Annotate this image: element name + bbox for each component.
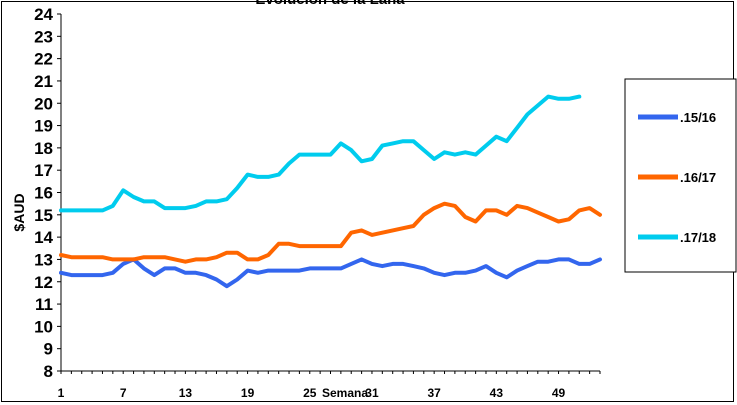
x-tick-label: 19 [241,386,255,400]
y-tick-label: 19 [34,117,53,136]
y-tick-label: 8 [44,362,53,381]
y-tick-label: 11 [35,295,53,314]
x-tick-label: 13 [179,386,193,400]
y-tick-label: 21 [34,72,53,91]
series-line-2 [59,201,602,264]
y-tick-label: 24 [34,5,53,24]
y-tick-label: 17 [34,161,53,180]
y-tick-label: 22 [34,50,53,69]
y-tick-label: 14 [34,228,53,247]
x-tick-label: 37 [427,386,441,400]
x-tick-label: 7 [120,386,127,400]
y-tick-label: 13 [34,250,53,269]
legend-label: .15/16 [680,110,716,125]
y-tick-label: 15 [34,206,53,225]
y-tick-label: 20 [34,94,53,113]
x-tick-label: 43 [490,386,504,400]
x-tick-label: 49 [552,386,566,400]
y-tick-label: 18 [34,139,53,158]
x-axis-title: Semana [322,386,368,400]
y-tick-label: 23 [34,27,53,46]
y-tick-label: 16 [34,184,53,203]
x-tick-label: 25 [303,386,317,400]
chart-title: Evolución de la Lana [255,0,405,8]
y-tick-label: 9 [44,340,53,359]
y-axis-title: $AUD [11,193,27,231]
y-tick-label: 12 [34,273,53,292]
legend-label: .16/17 [680,170,716,185]
x-tick-label: 31 [365,386,379,400]
series-line-3 [59,94,582,213]
x-tick-label: 1 [58,386,65,400]
legend-label: .17/18 [680,230,716,245]
y-tick-label: 10 [34,317,53,336]
series-line-1 [59,257,602,289]
